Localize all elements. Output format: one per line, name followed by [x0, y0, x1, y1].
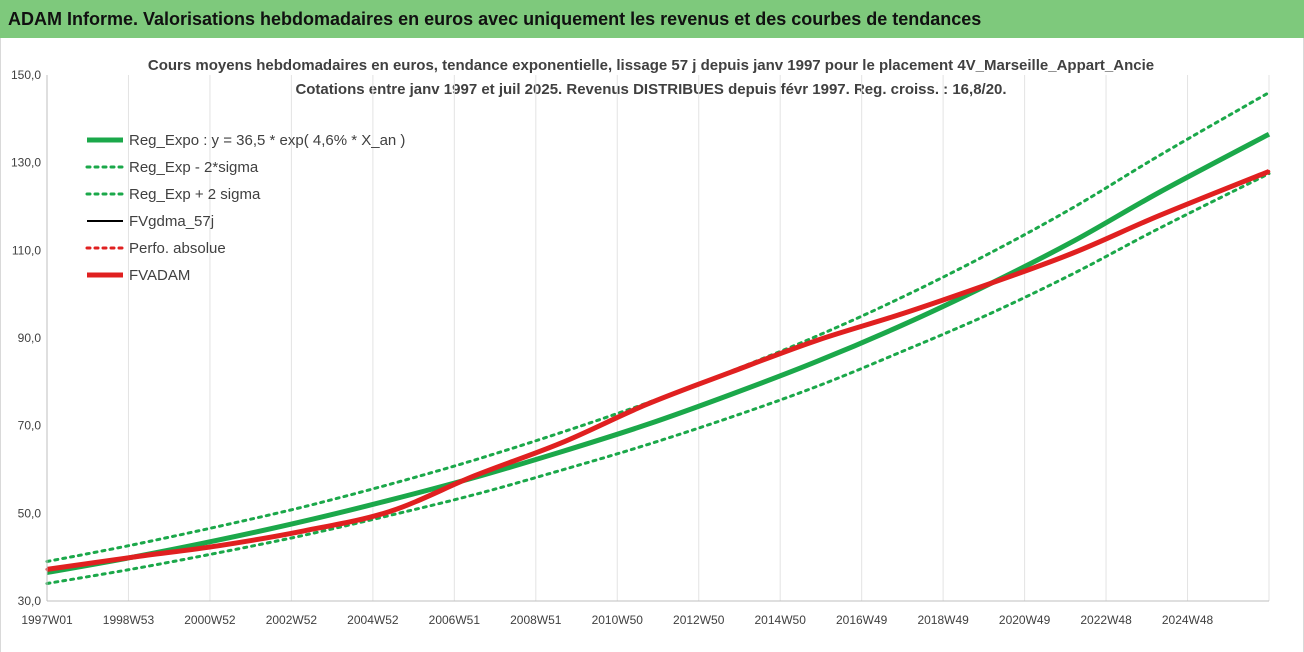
y-tick-label: 90,0: [18, 331, 42, 345]
line-chart: Cours moyens hebdomadaires en euros, ten…: [11, 57, 1271, 627]
x-tick-label: 2024W48: [1162, 613, 1214, 627]
chart-title: Cours moyens hebdomadaires en euros, ten…: [148, 57, 1154, 74]
y-tick-label: 30,0: [18, 594, 42, 608]
report-banner-title: ADAM Informe. Valorisations hebdomadaire…: [0, 0, 1304, 38]
x-tick-label: 2000W52: [184, 613, 236, 627]
legend-label-3: FVgdma_57j: [129, 213, 214, 230]
x-axis-ticks: 1997W01 1998W53 2000W52 2002W52 2004W52 2006W…: [21, 613, 1213, 627]
x-tick-label: 2010W50: [592, 613, 644, 627]
x-tick-label: 2018W49: [917, 613, 969, 627]
series-line-0: [46, 131, 1271, 575]
legend-label-4: Perfo. absolue: [129, 240, 226, 257]
x-tick-label: 2006W51: [429, 613, 481, 627]
legend-label-2: Reg_Exp + 2 sigma: [129, 186, 261, 203]
axes: [46, 75, 1269, 602]
y-tick-label: 50,0: [18, 506, 42, 520]
vertical-gridlines: [127, 75, 1270, 601]
x-tick-label: 2004W52: [347, 613, 399, 627]
x-tick-label: 2022W48: [1080, 613, 1132, 627]
x-tick-label: 2014W50: [755, 613, 807, 627]
y-axis-ticks: 30,0 50,0 70,0 90,0 110,0 130,0 150,0: [11, 68, 41, 608]
legend: Reg_Expo : y = 36,5 * exp( 4,6% * X_an )…: [85, 132, 405, 284]
y-tick-label: 130,0: [11, 156, 41, 170]
x-tick-label: 2008W51: [510, 613, 562, 627]
x-tick-label: 2002W52: [266, 613, 318, 627]
legend-label-5: FVADAM: [129, 267, 190, 284]
y-tick-label: 150,0: [11, 68, 41, 82]
x-tick-label: 2016W49: [836, 613, 888, 627]
x-tick-label: 2012W50: [673, 613, 725, 627]
chart-subtitle: Cotations entre janv 1997 et juil 2025. …: [295, 81, 1006, 98]
x-tick-label: 1998W53: [103, 613, 155, 627]
chart-area: Cours moyens hebdomadaires en euros, ten…: [0, 38, 1304, 652]
y-tick-label: 70,0: [18, 419, 42, 433]
x-tick-label: 2020W49: [999, 613, 1051, 627]
series-line-5: [46, 169, 1270, 572]
series-line-4: [45, 169, 1271, 571]
x-tick-label: 1997W01: [21, 613, 73, 627]
series-lines: [45, 91, 1271, 585]
y-tick-label: 110,0: [12, 243, 41, 257]
legend-label-0: Reg_Expo : y = 36,5 * exp( 4,6% * X_an ): [129, 132, 405, 149]
legend-label-1: Reg_Exp - 2*sigma: [129, 159, 259, 176]
series-line-1: [45, 172, 1271, 585]
series-line-3: [46, 170, 1270, 571]
